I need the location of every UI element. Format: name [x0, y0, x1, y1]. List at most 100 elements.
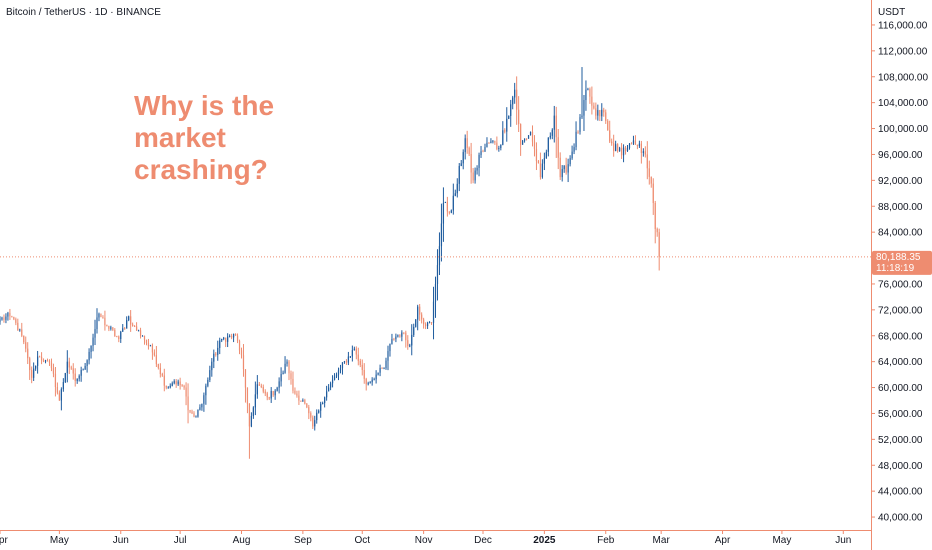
candle	[0, 316, 1, 325]
candle	[609, 120, 611, 144]
candle	[458, 163, 460, 192]
candle	[270, 387, 272, 403]
candle-body	[266, 393, 268, 398]
candle	[355, 346, 357, 360]
candle-body	[48, 360, 51, 363]
candle-body	[68, 361, 70, 368]
candle	[159, 363, 161, 378]
candle-body	[280, 374, 282, 382]
candle	[183, 384, 185, 390]
candle-body	[601, 109, 603, 117]
candle-body	[250, 415, 253, 427]
candle-body	[240, 350, 243, 356]
candle-body	[130, 316, 132, 325]
candle-body	[205, 385, 207, 396]
candle	[502, 121, 504, 146]
candle-body	[308, 407, 310, 414]
candle-body	[622, 147, 625, 156]
candle	[547, 137, 549, 157]
symbol-title[interactable]: Bitcoin / TetherUS · 1D · BINANCE	[6, 7, 161, 18]
candle-body	[19, 329, 21, 331]
candle-body	[9, 312, 11, 317]
candle-body	[132, 324, 134, 327]
candle-body	[120, 331, 122, 339]
candle	[54, 367, 57, 397]
candle-body	[466, 138, 468, 148]
candle-body	[262, 386, 264, 392]
candle-body	[593, 105, 595, 109]
y-tick-label: 96,000.00	[878, 150, 923, 161]
candle-body	[292, 378, 294, 391]
candle	[327, 384, 330, 392]
candle	[642, 148, 644, 157]
candle-body	[516, 89, 518, 110]
candle	[246, 387, 249, 414]
candle	[365, 377, 367, 391]
candle-body	[446, 201, 448, 212]
candle-body	[316, 412, 318, 421]
candle-body	[458, 166, 460, 184]
candle	[185, 382, 187, 406]
candle	[187, 383, 189, 424]
candle	[68, 357, 70, 375]
candle	[466, 130, 468, 154]
candle-body	[444, 201, 447, 204]
candle	[290, 370, 292, 385]
candle	[361, 359, 363, 376]
candle	[116, 335, 118, 338]
candle	[286, 359, 288, 367]
candle-body	[482, 151, 484, 153]
candle-body	[306, 403, 308, 408]
candle-body	[94, 328, 96, 338]
candle-body	[189, 410, 191, 412]
headline-annotation: Why is the market crashing?	[134, 90, 334, 186]
candle-body	[486, 142, 488, 148]
candle	[108, 325, 110, 332]
candle-body	[294, 390, 296, 394]
candle	[549, 132, 551, 140]
candle	[165, 385, 167, 390]
candle-body	[411, 334, 413, 346]
candle-body	[609, 130, 611, 142]
candle	[591, 86, 593, 115]
candle	[70, 365, 72, 370]
candle	[496, 136, 498, 151]
candle	[9, 308, 11, 320]
candle-body	[282, 372, 284, 375]
candle	[478, 152, 480, 177]
candle	[318, 409, 320, 414]
candle	[215, 351, 217, 357]
candle-body	[209, 370, 211, 380]
candle	[563, 165, 565, 173]
currency-label[interactable]: USDT	[878, 7, 906, 18]
candle-body	[492, 140, 494, 142]
candle	[151, 343, 154, 360]
candle	[238, 339, 241, 355]
candle-body	[436, 265, 439, 284]
candle	[320, 401, 322, 418]
candle-body	[583, 100, 585, 116]
candle	[232, 333, 235, 343]
candle	[326, 385, 328, 401]
candle-body	[234, 333, 237, 336]
candle-body	[603, 109, 605, 113]
candle-body	[535, 148, 538, 162]
candle-body	[563, 165, 565, 170]
candle-body	[615, 144, 617, 152]
candle-body	[46, 360, 49, 362]
candle	[316, 409, 318, 424]
candle	[587, 87, 589, 91]
candle	[88, 348, 90, 365]
candle	[359, 358, 361, 368]
candle-body	[464, 138, 466, 153]
candle-body	[199, 407, 201, 410]
candle-body	[613, 143, 615, 152]
candle-body	[225, 337, 227, 342]
candle	[498, 145, 500, 152]
candle	[371, 377, 373, 386]
candle-body	[27, 348, 29, 359]
candle-body	[278, 381, 280, 388]
candle	[577, 130, 579, 134]
candle-body	[490, 141, 492, 144]
